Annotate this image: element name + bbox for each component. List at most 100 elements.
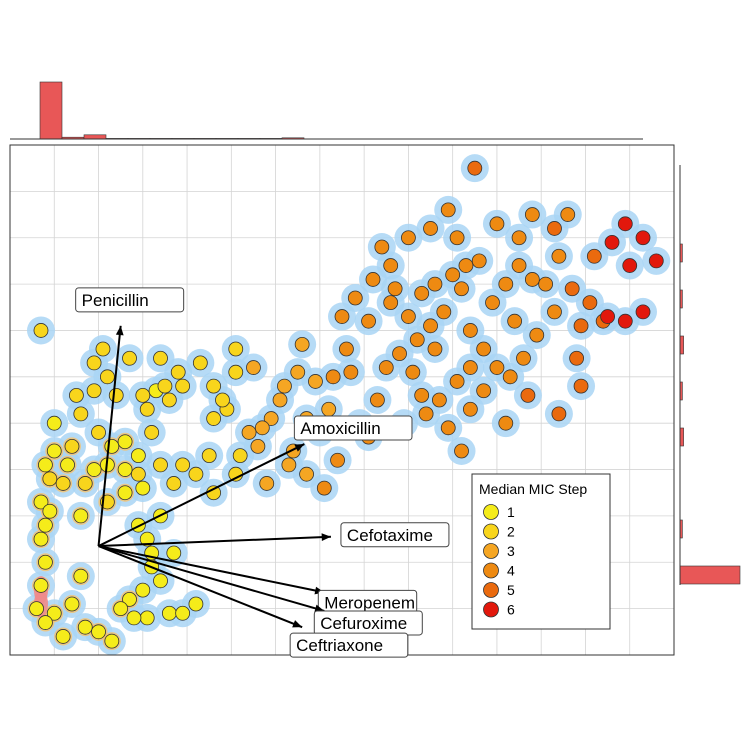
data-point: [511, 230, 527, 246]
data-point: [91, 624, 106, 640]
data-point: [130, 448, 146, 464]
data-point: [343, 364, 359, 380]
data-point: [77, 476, 93, 491]
data-point: [423, 318, 438, 334]
data-point: [582, 295, 598, 311]
data-point: [551, 248, 567, 264]
data-point: [462, 401, 478, 417]
data-point: [400, 309, 416, 324]
data-point: [42, 471, 58, 487]
data-point: [192, 355, 208, 371]
data-point: [263, 411, 279, 426]
data-point: [33, 531, 49, 547]
data-point: [33, 494, 49, 510]
data-point: [254, 420, 270, 436]
data-point: [55, 476, 71, 491]
data-point: [281, 457, 297, 473]
legend-swatch: [483, 562, 499, 579]
data-point: [73, 568, 89, 584]
data-point: [538, 276, 554, 292]
data-point: [316, 480, 332, 496]
vector-arrow: [98, 545, 303, 629]
data-point: [206, 378, 222, 394]
data-point: [175, 457, 191, 473]
data-point: [139, 531, 155, 547]
data-point: [370, 392, 385, 408]
data-point: [454, 281, 469, 297]
vector-arrowhead: [115, 325, 124, 336]
data-point: [436, 304, 452, 320]
data-point: [440, 420, 456, 436]
data-point: [232, 448, 248, 464]
data-point: [91, 425, 106, 440]
data-point: [405, 364, 421, 380]
data-point: [524, 207, 540, 222]
data-point: [418, 406, 434, 422]
right-marginal-histogram: [679, 165, 741, 585]
data-point: [498, 415, 514, 431]
data-point: [400, 230, 416, 246]
data-point: [454, 443, 469, 459]
data-point: [55, 629, 71, 644]
data-point: [449, 374, 465, 389]
data-point: [139, 610, 155, 626]
data-point: [117, 434, 133, 450]
data-point: [476, 383, 492, 399]
data-point: [246, 360, 261, 375]
legend-swatch: [483, 523, 499, 540]
vector-arrowhead: [321, 533, 331, 542]
data-point: [564, 281, 580, 297]
right-histogram-bar: [679, 565, 741, 585]
data-point: [648, 253, 664, 269]
data-point: [206, 485, 222, 501]
data-point: [175, 605, 191, 621]
data-point: [290, 364, 306, 380]
data-point: [600, 309, 615, 324]
data-point: [325, 369, 341, 385]
data-point: [476, 341, 492, 357]
data-point: [485, 295, 500, 311]
data-point: [166, 545, 182, 561]
data-point: [161, 392, 177, 408]
data-point: [46, 605, 62, 621]
data-point: [86, 355, 102, 371]
data-point: [507, 313, 523, 329]
data-point: [77, 619, 93, 635]
data-point: [489, 216, 505, 232]
data-point: [126, 610, 142, 626]
data-point: [29, 601, 44, 617]
data-point: [617, 216, 633, 232]
vector-label-box: [75, 287, 185, 313]
data-point: [387, 281, 403, 297]
data-point: [135, 387, 151, 403]
data-point: [299, 466, 314, 482]
data-point: [153, 457, 168, 473]
data-point: [502, 369, 518, 385]
data-point: [95, 341, 111, 357]
vector-label-box: [340, 522, 450, 548]
data-point: [122, 350, 137, 366]
vector-label-box: [289, 632, 409, 658]
data-point: [241, 425, 257, 440]
data-point: [427, 341, 443, 357]
top-marginal-histogram: [10, 81, 643, 140]
data-point: [308, 374, 323, 389]
data-point: [38, 615, 53, 630]
vector-arrowhead: [314, 604, 325, 613]
data-point: [277, 378, 292, 394]
vector-label: Amoxicillin: [300, 419, 380, 438]
data-point: [427, 276, 443, 292]
data-point: [104, 633, 120, 649]
data-point: [108, 387, 124, 403]
data-points: [29, 160, 664, 649]
data-point: [330, 452, 345, 468]
data-point: [86, 383, 102, 399]
data-point: [139, 401, 155, 417]
data-point: [423, 221, 438, 236]
data-point: [86, 462, 102, 477]
legend-swatch: [483, 543, 499, 559]
data-point: [188, 596, 204, 612]
vector-label: Ceftriaxone: [296, 636, 383, 655]
data-point: [347, 290, 363, 306]
data-point: [206, 411, 222, 426]
